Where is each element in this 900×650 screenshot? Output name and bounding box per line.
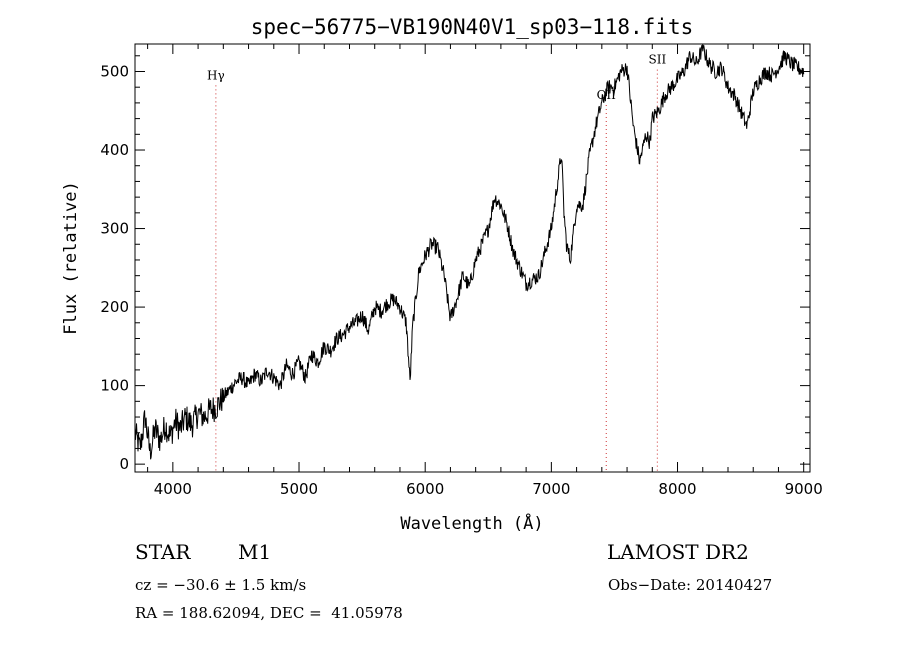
y-tick-label: 400 xyxy=(100,141,129,159)
plot-frame xyxy=(134,43,811,473)
y-axis-label: Flux (relative) xyxy=(61,181,81,335)
object-class: STAR xyxy=(135,540,191,564)
x-tick-label: 9000 xyxy=(785,480,823,498)
y-tick-label: 200 xyxy=(100,298,129,316)
object-subclass: M1 xyxy=(238,540,272,564)
line-marker-label: Hγ xyxy=(207,68,225,82)
axis-ticks: 4000 5000 6000 7000 8000 9000 0 100 200 300 400 500 xyxy=(100,44,823,498)
y-tick-label: 300 xyxy=(100,220,129,238)
x-tick-label: 4000 xyxy=(154,480,192,498)
x-tick-label: 5000 xyxy=(280,480,318,498)
y-tick-label: 500 xyxy=(100,62,129,80)
y-tick-label: 0 xyxy=(119,455,129,473)
observation-date: Obs−Date: 20140427 xyxy=(608,576,773,594)
redshift-velocity: cz = −30.6 ± 1.5 km/s xyxy=(135,576,307,594)
line-marker-label: SII xyxy=(648,53,666,67)
survey-name: LAMOST DR2 xyxy=(607,540,749,564)
sky-coordinates: RA = 188.62094, DEC = 41.05978 xyxy=(135,604,403,622)
chart-title: spec−56775−VB190N40V1_sp03−118.fits xyxy=(251,15,694,39)
spectrum-line xyxy=(134,45,805,460)
x-axis-label: Wavelength (Å) xyxy=(400,512,543,534)
x-tick-label: 8000 xyxy=(658,480,696,498)
y-tick-label: 100 xyxy=(100,377,129,395)
x-tick-label: 6000 xyxy=(406,480,444,498)
x-tick-label: 7000 xyxy=(532,480,570,498)
series-layer xyxy=(134,45,805,460)
